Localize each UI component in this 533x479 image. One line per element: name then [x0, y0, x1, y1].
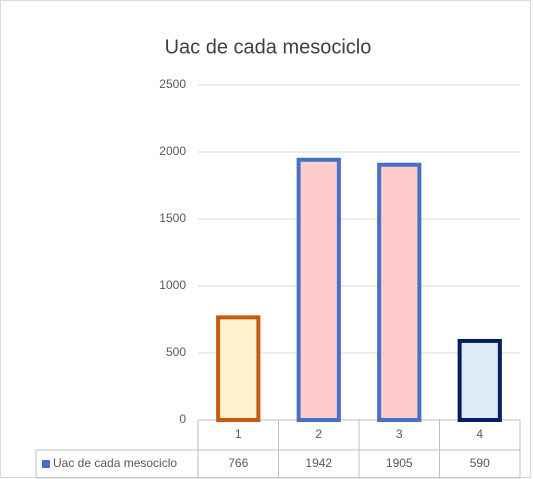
legend-key — [42, 460, 50, 468]
bar — [296, 157, 341, 422]
bar — [216, 315, 261, 422]
table-value: 1942 — [305, 456, 332, 470]
table-value: 1905 — [386, 456, 413, 470]
y-tick-label: 1500 — [159, 211, 186, 225]
bar — [457, 338, 502, 422]
y-tick-label: 2000 — [159, 144, 186, 158]
chart-title: Uac de cada mesociclo — [165, 36, 372, 58]
y-tick-label: 0 — [179, 412, 186, 426]
legend-label: Uac de cada mesociclo — [53, 456, 177, 470]
y-tick-label: 500 — [166, 345, 186, 359]
x-tick-label: 2 — [315, 427, 322, 441]
table-value: 766 — [228, 456, 248, 470]
y-tick-label: 1000 — [159, 278, 186, 292]
table-value: 590 — [470, 456, 490, 470]
x-tick-label: 3 — [396, 427, 403, 441]
x-tick-label: 1 — [235, 427, 242, 441]
bar — [377, 162, 422, 422]
x-tick-label: 4 — [476, 427, 483, 441]
y-tick-label: 2500 — [159, 77, 186, 91]
